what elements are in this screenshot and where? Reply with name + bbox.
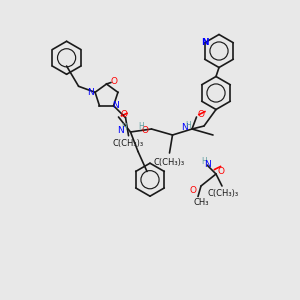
Text: N: N [181, 123, 188, 132]
Text: O: O [120, 110, 128, 119]
Text: O: O [197, 110, 205, 118]
Text: C(CH₃)₃: C(CH₃)₃ [154, 158, 185, 166]
Text: O: O [141, 126, 148, 135]
Text: N: N [201, 38, 208, 47]
Text: H: H [185, 121, 191, 130]
Text: O: O [190, 186, 197, 195]
Text: N: N [112, 101, 118, 110]
Text: C(CH₃)₃: C(CH₃)₃ [208, 189, 239, 198]
Text: N: N [118, 126, 124, 135]
Text: C(CH₃)₃: C(CH₃)₃ [113, 139, 144, 148]
Text: O: O [110, 77, 118, 86]
Text: H: H [122, 123, 128, 132]
Text: O: O [218, 167, 225, 176]
Text: H: H [139, 122, 145, 131]
Text: N: N [205, 160, 211, 169]
Text: H: H [201, 158, 207, 166]
Text: N: N [87, 88, 94, 97]
Text: CH₃: CH₃ [193, 198, 209, 207]
